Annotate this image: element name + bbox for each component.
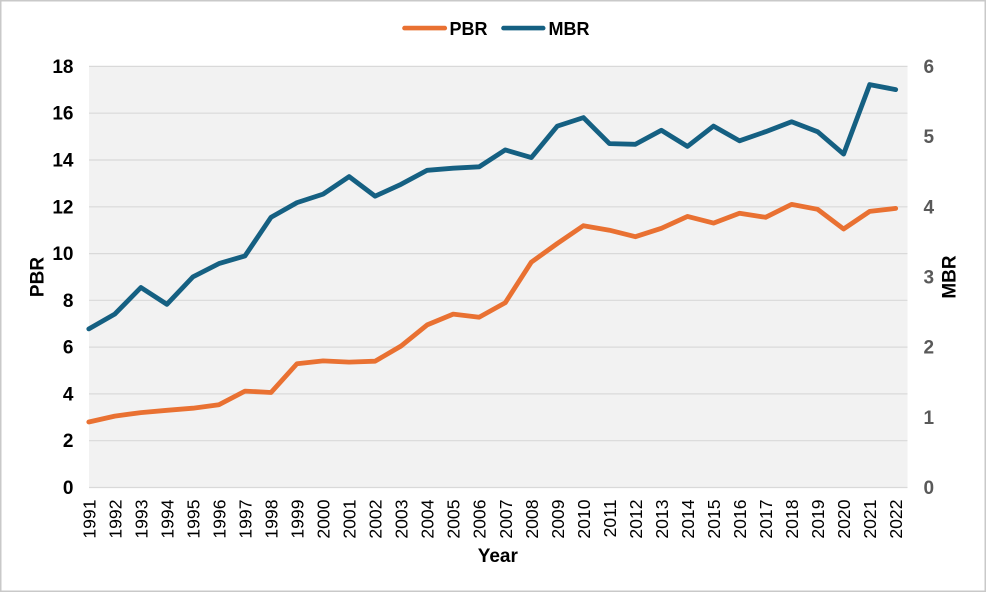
svg-text:2002: 2002 [366,500,386,539]
svg-text:2012: 2012 [626,500,646,539]
svg-text:Year: Year [478,546,519,567]
svg-text:6: 6 [63,338,74,359]
svg-text:2011: 2011 [600,500,620,538]
svg-text:14: 14 [52,151,74,172]
svg-text:8: 8 [63,291,74,312]
svg-text:2016: 2016 [730,499,750,538]
svg-text:18: 18 [52,57,73,78]
svg-text:2003: 2003 [392,499,412,538]
svg-text:4: 4 [63,384,74,405]
svg-text:2: 2 [924,338,935,359]
svg-text:2010: 2010 [574,499,594,538]
svg-text:0: 0 [63,478,74,499]
svg-text:2004: 2004 [418,499,438,538]
svg-text:2009: 2009 [548,500,568,539]
svg-text:1994: 1994 [157,499,177,538]
svg-text:MBR: MBR [549,19,590,39]
svg-text:2: 2 [63,431,74,452]
svg-text:2001: 2001 [340,500,360,539]
svg-text:2007: 2007 [496,500,516,539]
svg-text:1996: 1996 [209,499,229,538]
svg-text:2006: 2006 [470,499,490,538]
svg-text:2014: 2014 [678,499,698,538]
svg-text:1: 1 [924,408,935,429]
svg-text:MBR: MBR [940,255,961,299]
svg-text:PBR: PBR [450,19,488,39]
svg-text:2000: 2000 [314,499,334,538]
svg-text:2021: 2021 [860,500,880,539]
svg-text:6: 6 [924,57,935,78]
svg-text:1992: 1992 [105,500,125,539]
svg-text:2008: 2008 [522,499,542,538]
svg-text:1999: 1999 [288,500,308,539]
svg-text:1998: 1998 [262,499,282,538]
svg-text:2020: 2020 [834,499,854,538]
svg-text:2005: 2005 [444,499,464,538]
svg-text:2022: 2022 [886,500,906,539]
svg-text:1993: 1993 [131,499,151,538]
svg-text:PBR: PBR [28,257,49,297]
svg-text:5: 5 [924,127,935,148]
svg-text:2013: 2013 [652,499,672,538]
svg-text:16: 16 [52,104,73,125]
svg-text:2015: 2015 [704,499,724,538]
svg-text:1991: 1991 [79,500,99,539]
svg-text:10: 10 [52,244,73,265]
svg-text:2018: 2018 [782,499,802,538]
svg-text:12: 12 [52,197,73,218]
svg-text:0: 0 [924,478,935,499]
svg-text:1997: 1997 [236,500,256,539]
svg-text:1995: 1995 [183,499,203,538]
svg-text:2017: 2017 [756,500,776,539]
svg-text:2019: 2019 [808,500,828,539]
svg-text:4: 4 [924,197,935,218]
svg-text:3: 3 [924,268,935,289]
